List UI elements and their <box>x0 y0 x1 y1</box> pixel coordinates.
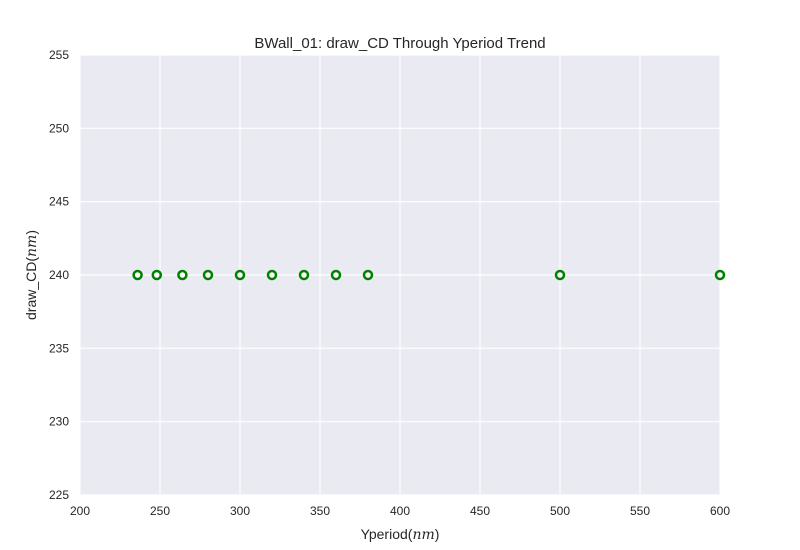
y-tick-label: 245 <box>49 195 69 209</box>
y-tick-label: 225 <box>49 488 69 502</box>
x-tick-label: 500 <box>550 504 570 518</box>
x-axis-label-unit: nm <box>412 527 434 543</box>
grid-lines <box>79 54 721 496</box>
x-tick-label: 300 <box>230 504 250 518</box>
x-tick-label: 250 <box>150 504 170 518</box>
data-points <box>132 269 726 281</box>
data-point <box>714 269 726 281</box>
y-tick-label: 255 <box>49 48 69 62</box>
x-axis-label-text: Yperiod <box>361 526 408 542</box>
y-axis-label-unit: nm <box>24 235 40 257</box>
data-point <box>298 269 310 281</box>
data-point <box>202 269 214 281</box>
y-tick-label: 250 <box>49 121 69 135</box>
x-tick-label: 400 <box>390 504 410 518</box>
x-axis-label: Yperiod(nm) <box>361 526 440 543</box>
y-axis-label-text: draw_CD <box>23 262 39 320</box>
y-tick-label: 240 <box>49 268 69 282</box>
x-axis-ticks: 200 250 300 350 400 450 500 550 600 <box>70 504 730 518</box>
data-point <box>177 269 188 281</box>
chart-title: BWall_01: draw_CD Through Yperiod Trend <box>254 35 545 52</box>
data-point <box>362 269 374 281</box>
y-tick-label: 235 <box>49 341 69 355</box>
data-point <box>234 269 246 281</box>
x-tick-label: 350 <box>310 504 330 518</box>
x-tick-label: 550 <box>630 504 650 518</box>
data-point <box>266 269 278 281</box>
x-tick-label: 200 <box>70 504 90 518</box>
y-tick-label: 230 <box>49 415 69 429</box>
data-point <box>151 269 163 281</box>
data-point <box>132 269 143 281</box>
data-point <box>330 269 342 281</box>
y-axis-ticks: 225 230 235 240 245 250 255 <box>49 48 69 502</box>
data-point <box>554 269 566 281</box>
x-tick-label: 450 <box>470 504 490 518</box>
y-axis-label: draw_CD(nm) <box>23 230 40 320</box>
x-tick-label: 600 <box>710 504 730 518</box>
